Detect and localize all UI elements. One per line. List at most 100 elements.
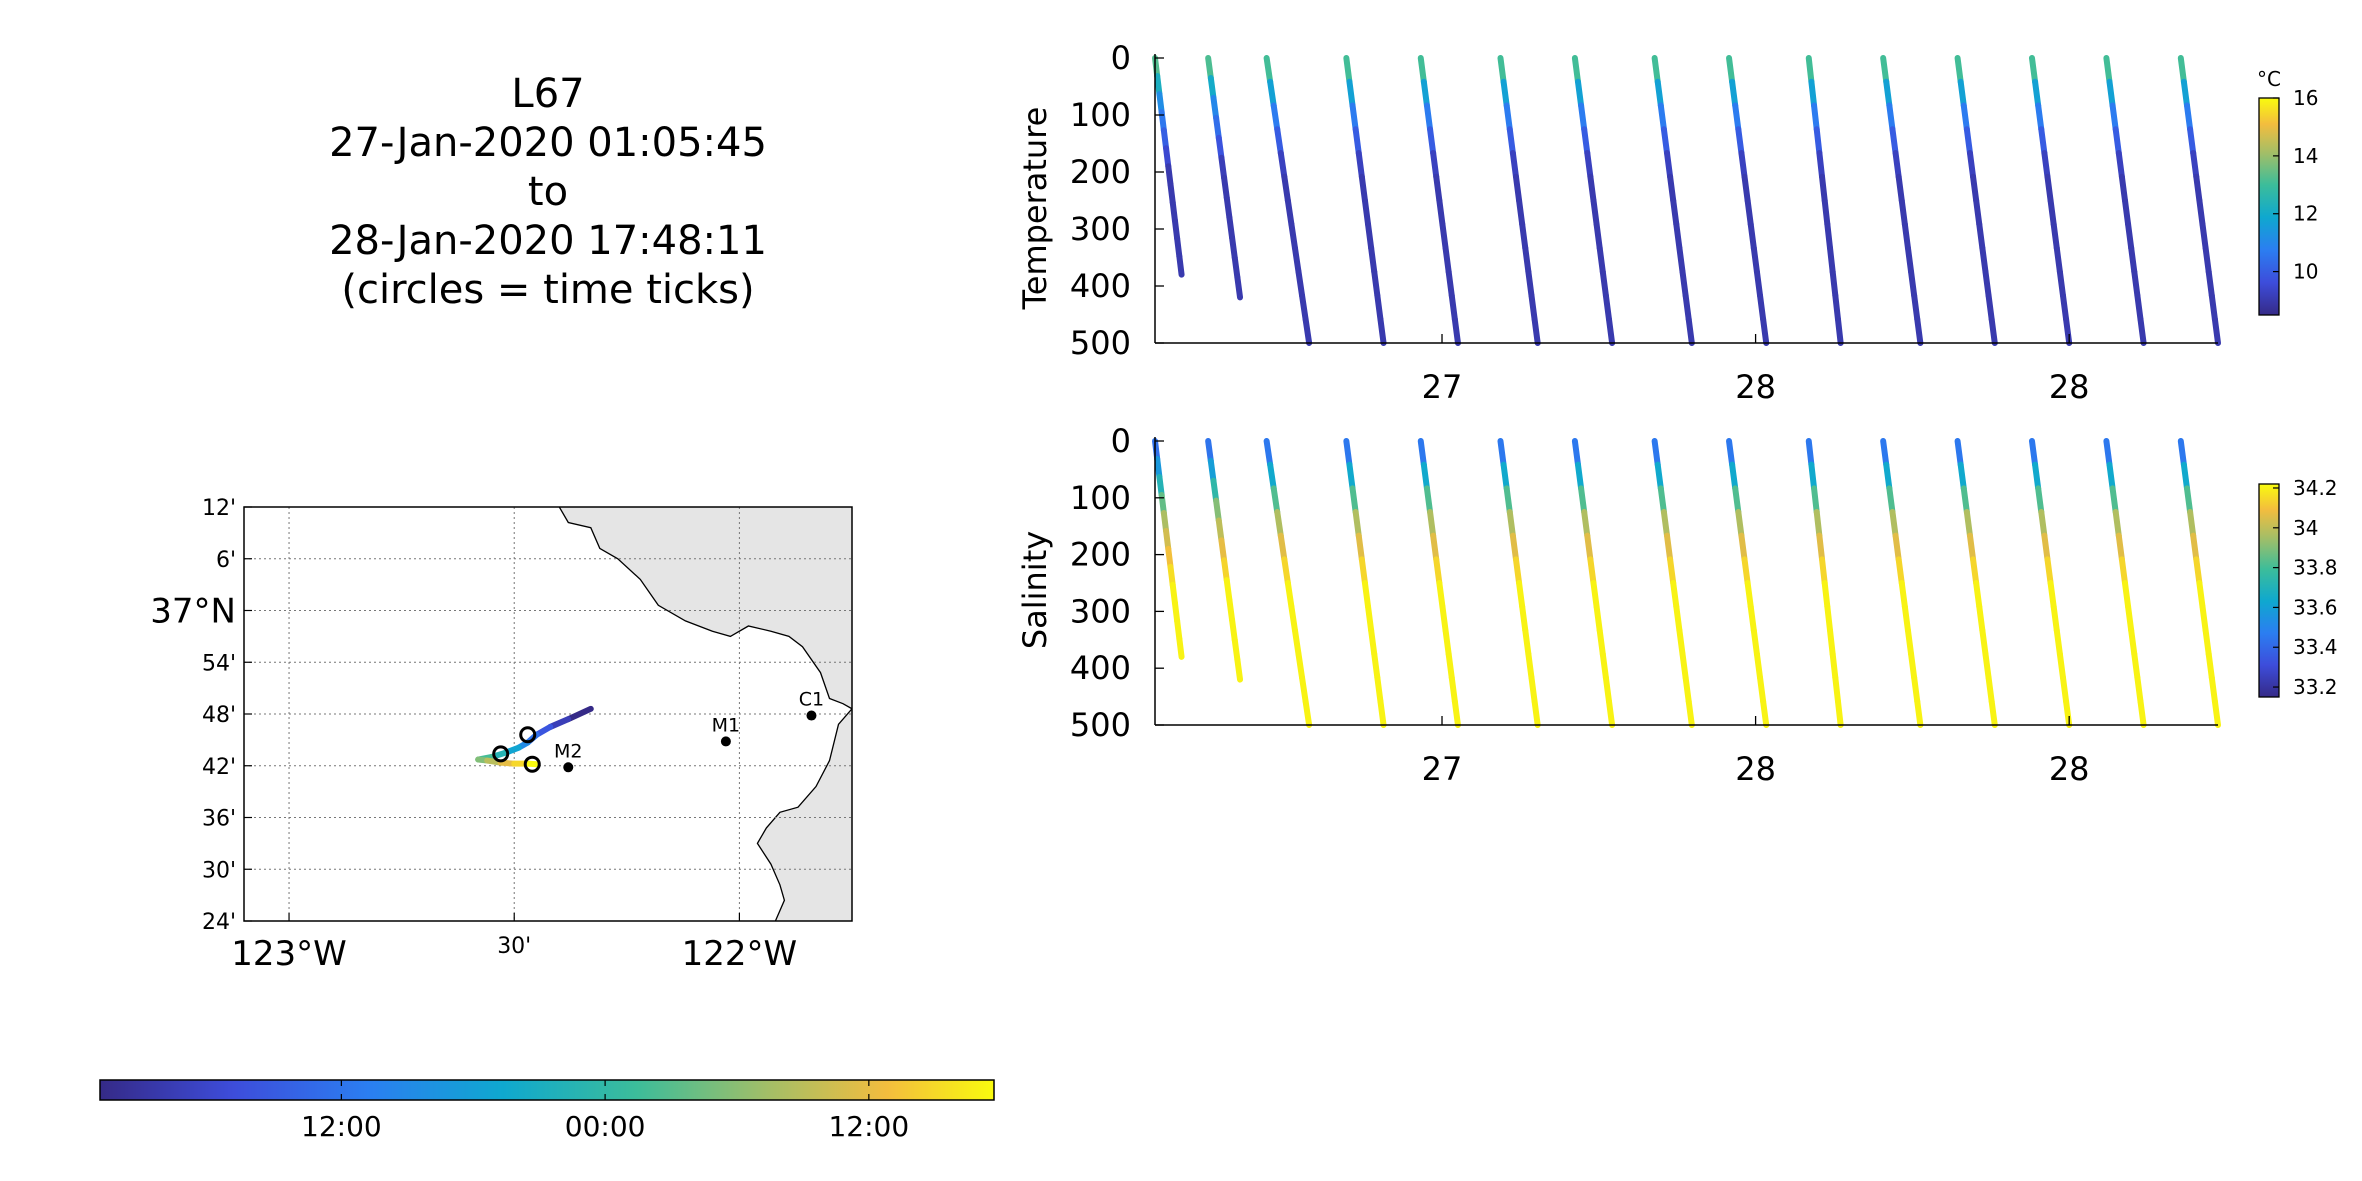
temperature-profiles [1152, 55, 2221, 346]
colorbar-tick-label: 10 [2293, 260, 2318, 284]
profile-1 [1152, 55, 1185, 278]
profile-13 [2028, 55, 2073, 346]
temperature-colorbar: °C 16 14 12 10 [2257, 67, 2318, 316]
map-lat-label: 24' [202, 910, 236, 935]
profile-segment [1587, 556, 1597, 586]
profile-segment [1957, 78, 1967, 109]
profile-segment [2050, 221, 2060, 251]
profile-segment [2205, 651, 2215, 681]
profile-segment [1726, 438, 1736, 468]
map-lat-label: 6' [216, 548, 236, 573]
profile-segment [1210, 477, 1220, 504]
profile-segment [1670, 580, 1680, 610]
profile-segment [1988, 316, 1998, 346]
x-tick-label: 28 [2049, 750, 2090, 788]
profile-segment [2180, 78, 2190, 109]
y-tick-label: 300 [1070, 210, 1131, 248]
map-lat-label: 36' [202, 807, 236, 832]
title-line-2: 27-Jan-2020 01:05:45 [329, 120, 767, 166]
profile-segment [1976, 603, 1986, 634]
profile-segment [1578, 485, 1588, 515]
profile-segment [2177, 438, 2187, 468]
profile-segment [1960, 485, 1970, 515]
profile-segment [1729, 461, 1739, 492]
glider-track [475, 705, 594, 773]
time-colorbar-label: 12:00 [828, 1110, 909, 1143]
profile-segment [1174, 235, 1183, 260]
profile-segment [2118, 173, 2128, 204]
profile-segment [2137, 316, 2147, 346]
profile-segment [1163, 527, 1172, 552]
profile-14 [2103, 438, 2147, 728]
profile-segment [1156, 473, 1165, 498]
profile-segment [1982, 268, 1992, 299]
profile-segment [1361, 197, 1372, 228]
profile-segment [1218, 154, 1228, 181]
profile-segment [1503, 485, 1513, 515]
profile-segment [2106, 461, 2116, 492]
time-colorbar-gradient [99, 1079, 995, 1101]
profile-segment [1509, 150, 1519, 180]
profile-segment [1506, 509, 1516, 539]
profile-segment [1880, 55, 1890, 85]
map-lat-label: 48' [202, 703, 236, 728]
profile-segment [1371, 268, 1381, 299]
profile-segment [1657, 485, 1667, 515]
profile-segment [1226, 597, 1236, 623]
profile-segment [1284, 580, 1295, 610]
profile-segment [2103, 438, 2113, 468]
profile-segment [1281, 173, 1291, 204]
colorbar-tick-label: 33.6 [2293, 595, 2338, 619]
profile-segment [1889, 126, 1899, 156]
profile-segment [2125, 221, 2135, 251]
profile-segment [1982, 651, 1992, 681]
profile-segment [1889, 509, 1899, 539]
profile-segment [1605, 316, 1616, 346]
profile-segment [1355, 150, 1365, 180]
profile-4 [1343, 55, 1387, 346]
profile-segment [1883, 78, 1893, 109]
profile-segment [1361, 580, 1372, 610]
temperature-axes: 0 100 200 300 400 500 27 28 28 [1070, 39, 2218, 406]
profile-segment [1512, 556, 1523, 586]
profile-15 [2177, 55, 2221, 346]
profile-segment [2177, 55, 2187, 85]
profile-segment [1973, 197, 1983, 228]
profile-segment [1263, 55, 1274, 85]
profile-segment [1365, 603, 1375, 634]
profile-segment [2059, 292, 2070, 323]
profile-segment [2211, 316, 2221, 346]
profile-segment [1417, 55, 1427, 85]
profile-segment [1966, 532, 1977, 563]
map-latitude-labels: 12' 6' 37°N 54' 48' 42' 36' 30' 24' [150, 496, 236, 935]
map-lat-label: 42' [202, 755, 236, 780]
profile-segment [1509, 532, 1519, 563]
profile-segment [2044, 556, 2054, 586]
profile-segment [1163, 145, 1172, 170]
profile-segment [1832, 292, 1841, 323]
profile-segment [2109, 485, 2119, 515]
profile-segment [1500, 461, 1510, 492]
station-marker [563, 762, 574, 773]
profile-segment [2059, 674, 2070, 705]
profile-segment [2047, 580, 2057, 610]
profile-segment [1160, 509, 1170, 534]
profile-segment [2202, 627, 2212, 657]
profile-segment [1590, 580, 1600, 610]
profile-segment [2109, 102, 2119, 133]
profile-segment [1574, 461, 1585, 492]
profile-segment [2112, 509, 2122, 539]
map-land [558, 507, 852, 921]
profile-segment [1439, 221, 1449, 251]
temperature-section-plot: Temperature 0 100 200 300 400 500 27 28 28 °C 16 1… [1016, 39, 2318, 406]
profile-segment [2180, 461, 2190, 492]
time-tick-circle [492, 745, 510, 763]
profile-segment [1299, 674, 1309, 705]
profile-segment [1343, 55, 1353, 85]
salinity-profiles [1152, 438, 2221, 728]
profile-segment [1911, 292, 1921, 323]
profile-segment [1176, 635, 1185, 660]
profile-segment [2183, 485, 2194, 515]
profile-segment [1528, 292, 1538, 323]
